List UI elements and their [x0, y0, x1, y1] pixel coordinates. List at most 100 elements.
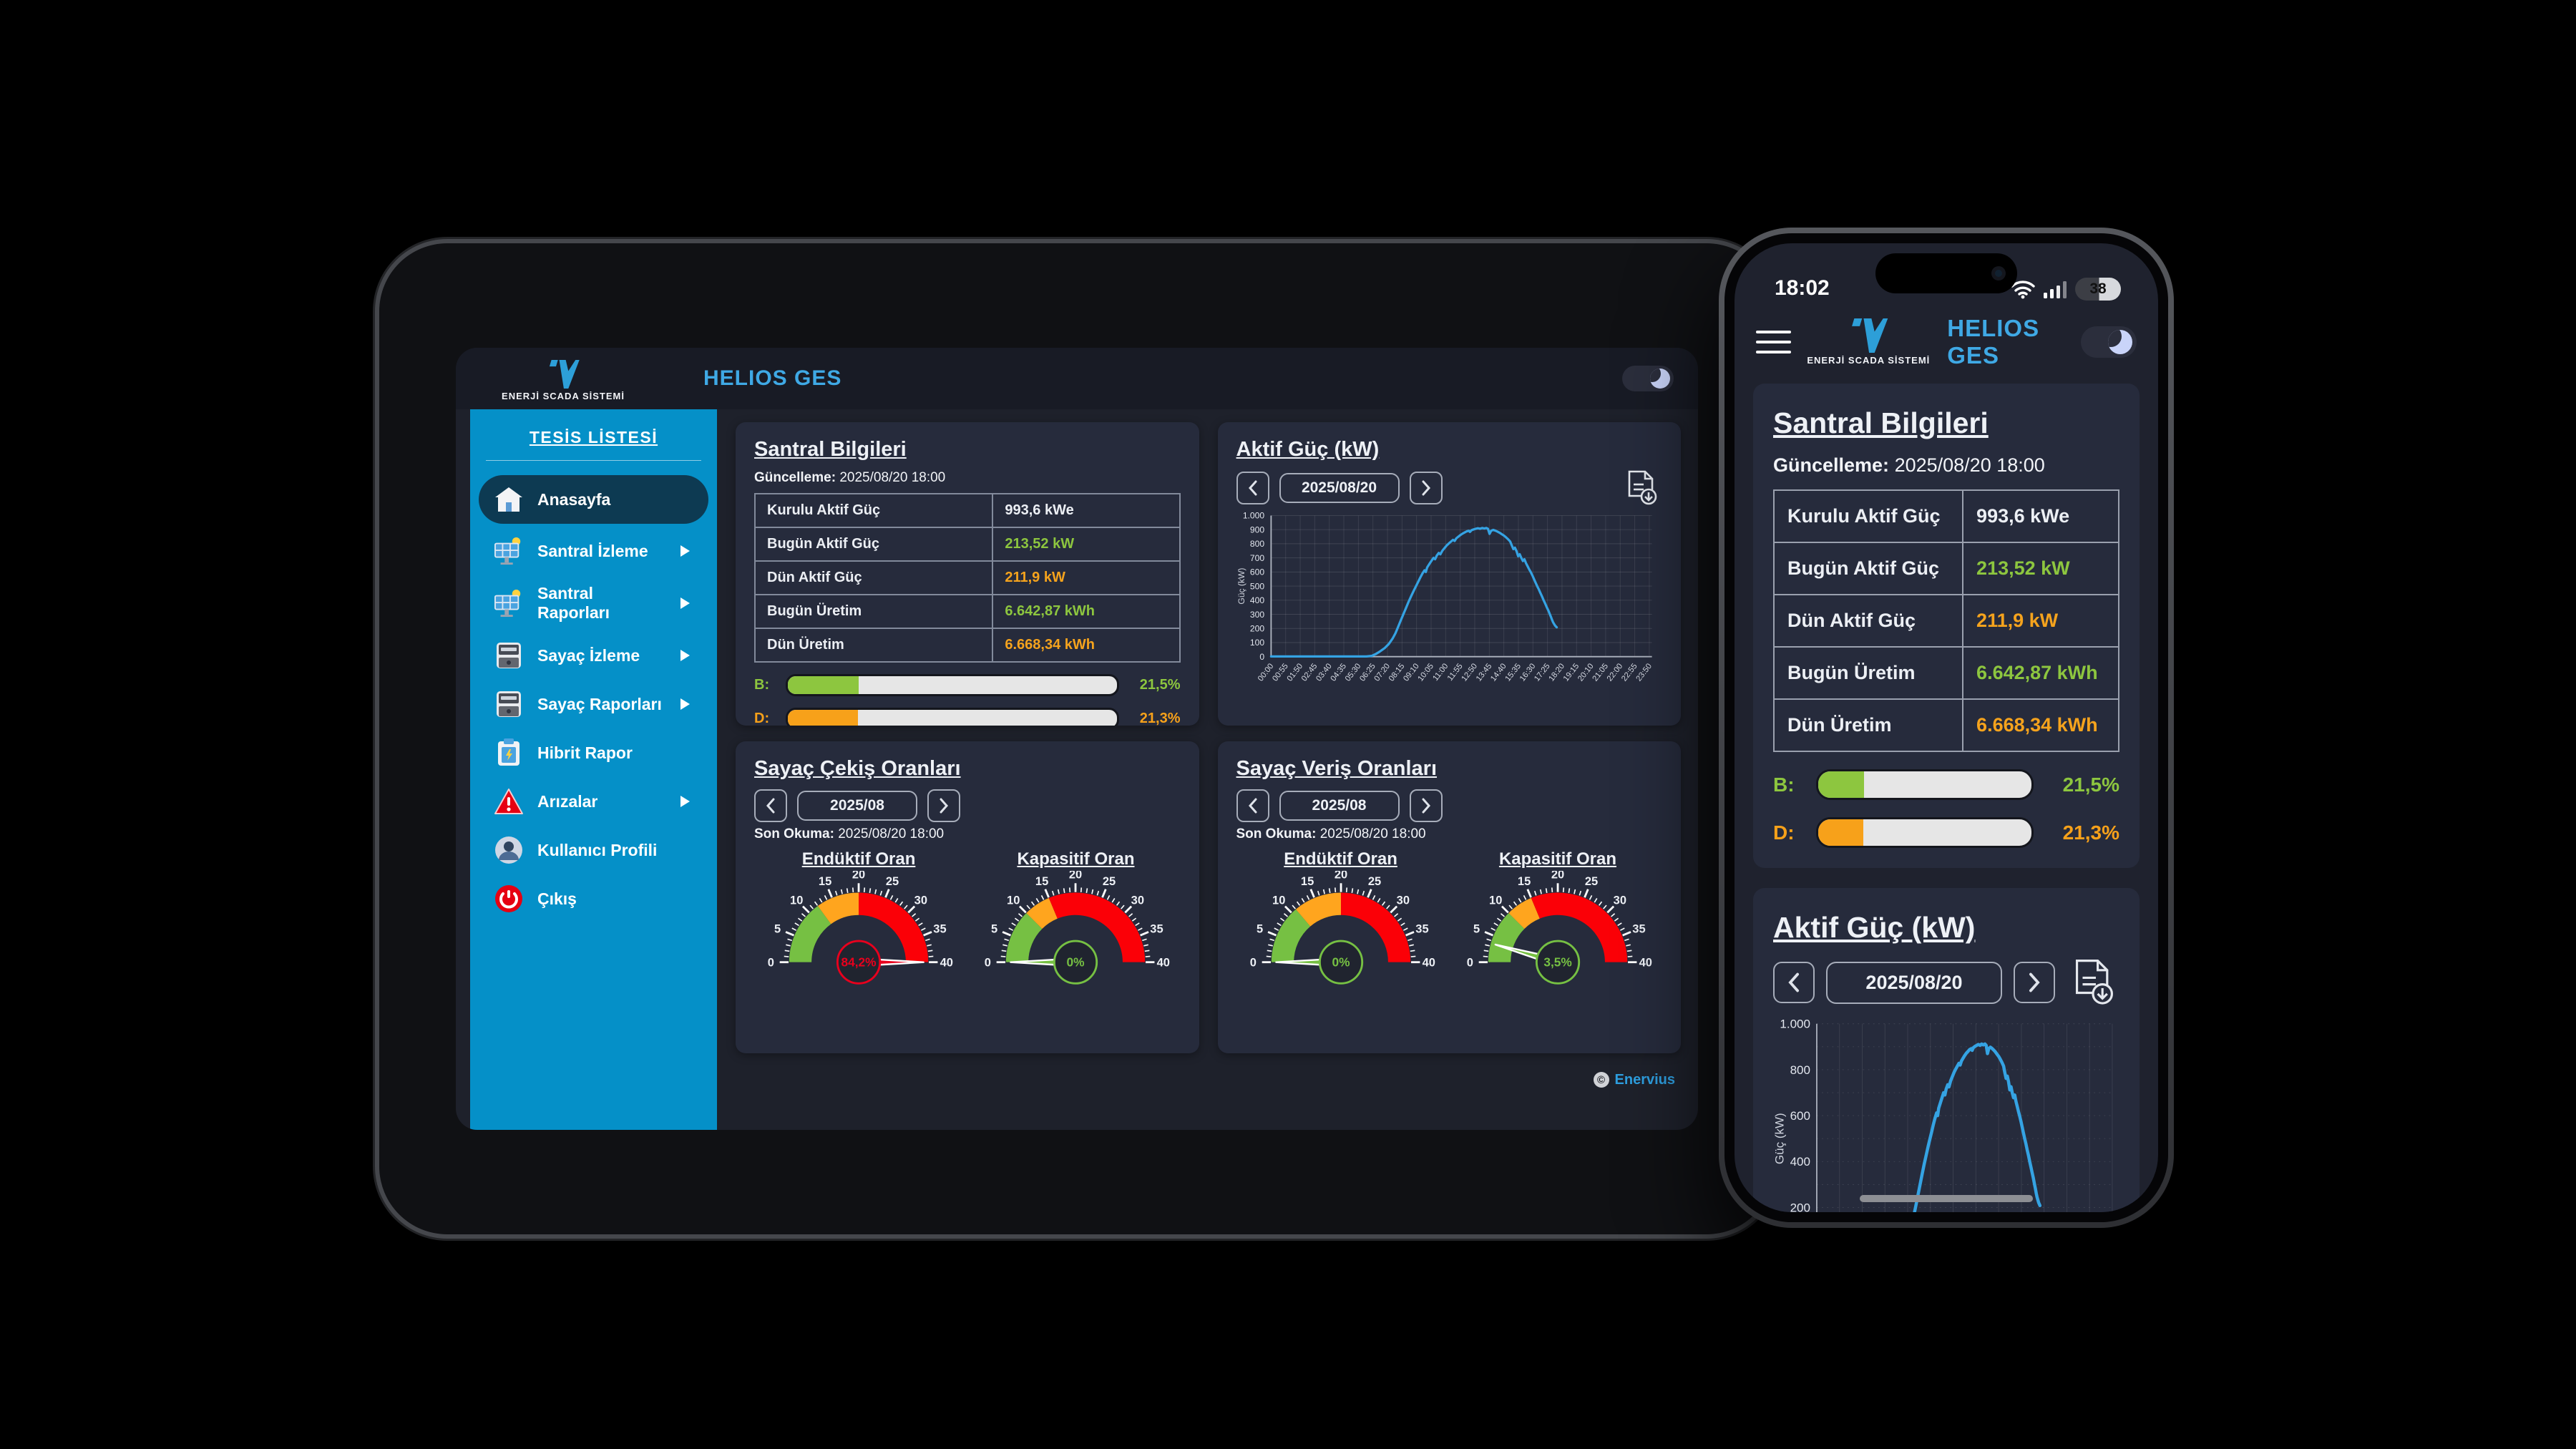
month-picker[interactable]: 2025/08 [1279, 791, 1400, 821]
moon-icon [1650, 369, 1670, 389]
progress-fill [1818, 819, 1864, 846]
sidebar-item-anasayfa[interactable]: Anasayfa [479, 475, 708, 524]
svg-text:0: 0 [1249, 956, 1256, 969]
table-row: Dün Üretim 6.668,34 kWh [753, 628, 1181, 663]
sidebar-item-label: Arızalar [537, 791, 598, 811]
battery-icon: 38 [2075, 278, 2121, 301]
sidebar-item-sayac-izleme[interactable]: Sayaç İzleme [479, 634, 708, 677]
date-nav: 2025/08/20 [1773, 959, 2119, 1006]
tablet-device: ENERJİ SCADA SİSTEMİ HELIOS GES TESİS Lİ… [379, 243, 1775, 1234]
sidebar-item-label: Santral Raporları [537, 584, 610, 622]
sidebar-item-kullanici-profili[interactable]: Kullanıcı Profili [479, 829, 708, 872]
sidebar-item-arizalar[interactable]: Arızalar [479, 780, 708, 823]
export-button[interactable] [2071, 959, 2115, 1006]
table-row: Dün Aktif Güç 211,9 kW [1772, 594, 2119, 648]
svg-text:10: 10 [1489, 894, 1502, 907]
row-value: 213,52 kW [1962, 542, 2119, 595]
sidebar-item-sayac-raporlari[interactable]: Sayaç Raporları [479, 683, 708, 726]
table-row: Kurulu Aktif Güç 993,6 kWe [1772, 489, 2119, 543]
svg-text:0: 0 [1259, 652, 1264, 662]
sidebar-item-santral-raporlari[interactable]: Santral Raporları [479, 578, 708, 628]
update-line: Güncelleme: 2025/08/20 18:00 [754, 470, 1181, 486]
gauge-row: Endüktif Oran 0 5 10 15 20 25 30 35 40 84,2% Kapa… [754, 849, 1181, 990]
last-reading-value: 2025/08/20 18:00 [1319, 826, 1426, 841]
progress-row-b: B: 21,5% [1773, 769, 2119, 800]
svg-text:200: 200 [1790, 1201, 1810, 1212]
svg-text:15: 15 [1300, 875, 1313, 888]
row-value: 6.642,87 kWh [992, 594, 1181, 629]
svg-text:15: 15 [1035, 875, 1048, 888]
svg-text:600: 600 [1790, 1109, 1810, 1123]
prev-month-button[interactable] [1236, 789, 1269, 822]
submenu-arrow-icon [680, 597, 690, 609]
date-nav: 2025/08 [754, 789, 1181, 822]
svg-text:400: 400 [1249, 595, 1264, 605]
svg-text:15: 15 [1518, 875, 1531, 888]
app-logo: ENERJİ SCADA SİSTEMİ [456, 356, 670, 401]
svg-text:0%: 0% [1067, 955, 1085, 969]
table-row: Dün Aktif Güç 211,9 kW [753, 560, 1181, 595]
dark-mode-toggle[interactable] [1622, 366, 1674, 391]
dark-mode-toggle[interactable] [2080, 326, 2137, 358]
sidebar: TESİS LİSTESİ Anasayfa Santral İzleme [470, 409, 717, 1130]
prev-date-button[interactable] [1773, 962, 1815, 1003]
next-date-button[interactable] [1409, 472, 1443, 504]
bar-percent: 21,3% [2062, 821, 2119, 844]
update-label: Güncelleme: [754, 470, 836, 485]
date-picker[interactable]: 2025/08/20 [1826, 961, 2002, 1004]
next-date-button[interactable] [2014, 962, 2055, 1003]
sidebar-item-label: Çıkış [537, 889, 577, 908]
next-month-button[interactable] [1409, 789, 1443, 822]
gauge-title: Endüktif Oran [801, 849, 916, 869]
gauge-dial: 0 5 10 15 20 25 30 35 40 3,5% [1458, 871, 1658, 990]
sidebar-item-label: Santral İzleme [537, 541, 648, 560]
meter-icon [493, 688, 525, 720]
month-picker[interactable]: 2025/08 [797, 791, 917, 821]
app-logo: ENERJİ SCADA SİSTEMİ [1807, 318, 1930, 366]
signal-bars-icon [2044, 281, 2067, 298]
svg-text:900: 900 [1249, 525, 1264, 535]
sidebar-item-label: Sayaç Raporları [537, 694, 662, 713]
santral-bilgileri-card: Santral Bilgileri Güncelleme: 2025/08/20… [736, 422, 1199, 726]
svg-text:300: 300 [1249, 610, 1264, 620]
export-button[interactable] [1625, 470, 1658, 506]
sidebar-item-label: Anasayfa [537, 489, 611, 509]
prev-date-button[interactable] [1236, 472, 1269, 504]
svg-text:40: 40 [1639, 956, 1652, 969]
hamburger-icon[interactable] [1756, 331, 1792, 353]
row-label: Dün Aktif Güç [753, 560, 994, 595]
prev-month-button[interactable] [754, 789, 787, 822]
gauge-dial: 0 5 10 15 20 25 30 35 40 0% [975, 871, 1176, 990]
gauge-title: Kapasitif Oran [1498, 849, 1616, 869]
sidebar-divider [486, 460, 701, 461]
progress-row-d: D: 21,3% [754, 708, 1181, 726]
row-value: 6.668,34 kWh [992, 628, 1181, 663]
svg-text:100: 100 [1249, 638, 1264, 648]
svg-text:10: 10 [1272, 894, 1285, 907]
sidebar-item-label: Sayaç İzleme [537, 645, 640, 665]
svg-text:20: 20 [1334, 871, 1347, 882]
sidebar-item-cikis[interactable]: Çıkış [479, 877, 708, 920]
svg-text:35: 35 [1415, 922, 1428, 935]
row-value: 6.642,87 kWh [1962, 646, 2119, 700]
svg-text:40: 40 [1157, 956, 1170, 969]
date-picker[interactable]: 2025/08/20 [1279, 473, 1400, 503]
row-value: 211,9 kW [992, 560, 1181, 595]
sidebar-item-santral-izleme[interactable]: Santral İzleme [479, 530, 708, 572]
row-value: 993,6 kWe [992, 493, 1181, 528]
next-month-button[interactable] [927, 789, 960, 822]
brand-link[interactable]: Enervius [1614, 1071, 1675, 1088]
submenu-arrow-icon [680, 698, 690, 710]
svg-text:0: 0 [768, 956, 774, 969]
table-row: Kurulu Aktif Güç 993,6 kWe [753, 493, 1181, 528]
home-indicator[interactable] [1860, 1195, 2033, 1202]
submenu-arrow-icon [680, 650, 690, 661]
copyright-icon: © [1593, 1072, 1609, 1088]
card-title: Aktif Güç (kW) [1236, 438, 1380, 461]
sidebar-item-hibrit-rapor[interactable]: Hibrit Rapor [479, 731, 708, 774]
row-value: 213,52 kW [992, 527, 1181, 562]
last-reading-value: 2025/08/20 18:00 [838, 826, 945, 841]
logo-caption: ENERJİ SCADA SİSTEMİ [502, 391, 625, 401]
bar-percent: 21,5% [2062, 773, 2119, 796]
